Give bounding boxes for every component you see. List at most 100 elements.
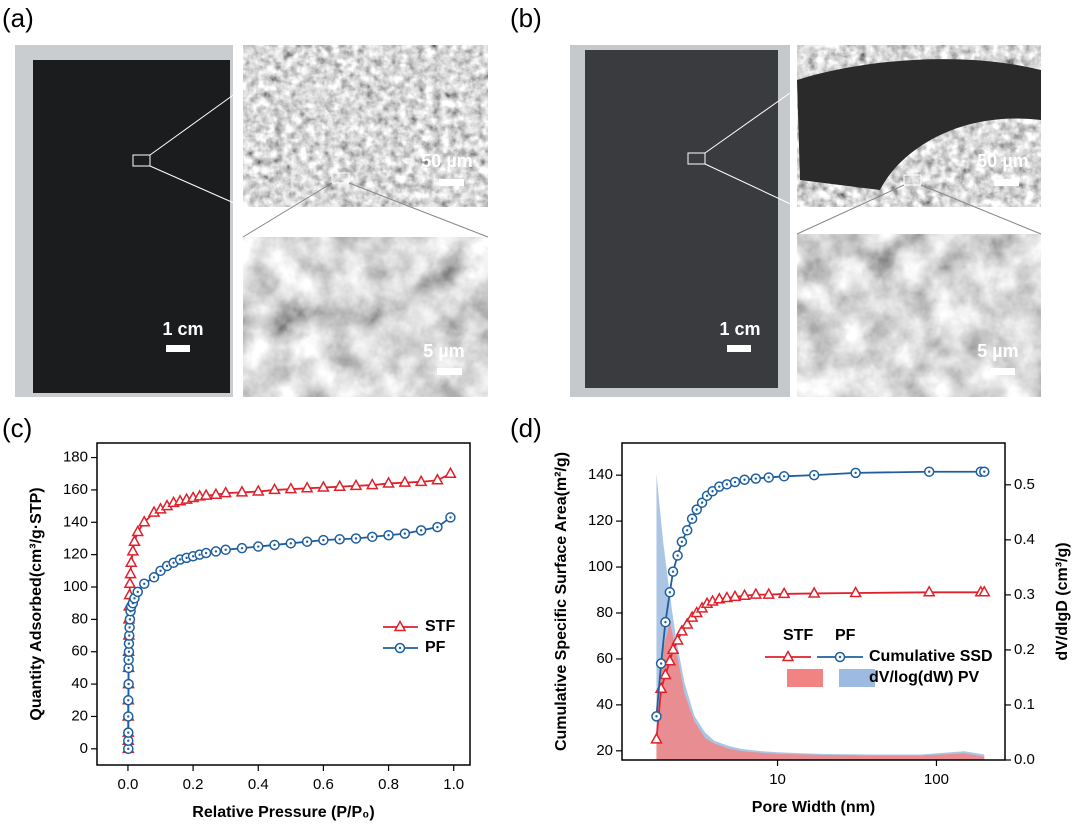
marker-dot xyxy=(854,471,857,475)
marker-dot xyxy=(690,517,694,521)
marker-dot xyxy=(680,540,684,543)
y-tick-label: 140 xyxy=(63,513,88,530)
line xyxy=(127,516,451,749)
marker xyxy=(680,617,694,629)
marker xyxy=(128,534,141,546)
marker-dot xyxy=(240,546,244,550)
marker-dot xyxy=(718,485,721,488)
zoom-line xyxy=(149,87,244,156)
marker-dot xyxy=(185,556,188,560)
y-tick-label: 100 xyxy=(588,558,613,575)
y2-tick-label: 0.4 xyxy=(1014,531,1035,548)
line xyxy=(655,591,985,740)
legend-label: PF xyxy=(835,627,856,644)
y-axis-title: Quantity Adsorbed(cm³/g·STP) xyxy=(28,487,45,720)
zoom-box xyxy=(687,152,706,165)
marker xyxy=(720,591,734,603)
x-tick-label: 0.4 xyxy=(248,776,269,793)
marker xyxy=(365,478,379,490)
y-tick-label: 160 xyxy=(63,481,88,498)
y2-tick-label: 0.3 xyxy=(1014,586,1035,603)
marker xyxy=(333,479,346,491)
marker-dot xyxy=(127,682,130,686)
scale-label: 1 cm xyxy=(162,319,203,339)
marker-dot xyxy=(224,548,227,551)
scale-label: 50 µm xyxy=(421,151,472,171)
marker-dot xyxy=(676,554,679,557)
x-tick-label: 10 xyxy=(769,771,786,788)
marker xyxy=(382,476,395,488)
scale-bar xyxy=(727,345,751,352)
zoom-line xyxy=(704,87,798,154)
marker xyxy=(199,488,213,500)
marker xyxy=(777,586,791,599)
marker xyxy=(124,567,137,579)
y2-axis-title: dV/dlgD (cm³/g) xyxy=(1054,542,1071,660)
marker xyxy=(137,515,151,527)
marker-dot xyxy=(387,534,390,537)
legend-swatch xyxy=(839,669,875,687)
legend-label: STF xyxy=(783,627,813,644)
y2-tick-label: 0.0 xyxy=(1014,751,1035,768)
marker-dot xyxy=(668,591,672,594)
marker xyxy=(398,475,412,487)
marker xyxy=(781,649,795,662)
marker xyxy=(393,619,407,632)
marker-dot xyxy=(685,529,689,532)
y-tick-label: 180 xyxy=(63,449,88,466)
marker-dot xyxy=(152,576,156,579)
panel-b: (b) 1 cm 50 µm 5 µm xyxy=(510,3,1042,397)
marker-dot xyxy=(782,475,786,478)
marker xyxy=(414,474,428,487)
legend-label: Cumulative SSD xyxy=(869,648,993,665)
x-axis-title: Relative Pressure (P/P₀) xyxy=(192,804,374,821)
y2-tick-label: 0.5 xyxy=(1014,476,1035,493)
scale-bar xyxy=(439,179,464,186)
marker-dot xyxy=(695,508,698,511)
plot-frame xyxy=(621,442,1006,761)
zoom-line xyxy=(920,184,1042,235)
scale-bar xyxy=(437,368,462,375)
scale-label: 50 µm xyxy=(977,151,1028,171)
x-tick-label: 0.0 xyxy=(118,776,139,793)
marker-dot xyxy=(127,650,131,653)
marker xyxy=(431,473,444,485)
marker xyxy=(675,624,689,636)
marker xyxy=(738,588,751,601)
area xyxy=(656,622,985,760)
y-tick-label: 20 xyxy=(596,742,613,759)
marker-dot xyxy=(127,715,130,718)
area xyxy=(656,473,985,760)
x-tick-label: 1.0 xyxy=(443,776,464,793)
marker-dot xyxy=(159,569,162,573)
y-tick-label: 40 xyxy=(596,696,613,713)
marker-dot xyxy=(322,538,325,542)
y-tick-label: 60 xyxy=(71,643,88,660)
marker xyxy=(284,482,298,494)
marker-dot xyxy=(371,535,374,539)
y-tick-label: 120 xyxy=(588,512,613,529)
marker-dot xyxy=(354,537,358,540)
panel-a: (a) 1 cm 50 µm 5 µm xyxy=(2,3,489,397)
x-tick-label: 100 xyxy=(924,771,949,788)
zoom-line xyxy=(348,182,489,238)
marker-dot xyxy=(204,551,208,555)
marker-dot xyxy=(289,542,293,545)
marker-dot xyxy=(136,590,139,594)
marker-dot xyxy=(198,553,201,556)
marker-dot xyxy=(128,634,131,637)
marker xyxy=(807,586,821,598)
marker-dot xyxy=(133,597,136,600)
sem-void xyxy=(797,59,1041,190)
marker xyxy=(300,481,314,493)
marker-dot xyxy=(273,543,276,547)
marker-dot xyxy=(127,739,130,742)
marker-dot xyxy=(419,529,423,532)
marker-dot xyxy=(725,483,729,486)
marker-dot xyxy=(754,477,758,480)
marker-dot xyxy=(711,490,714,493)
scale-bar xyxy=(990,368,1015,375)
marker-dot xyxy=(449,516,452,519)
marker-dot xyxy=(705,494,709,498)
